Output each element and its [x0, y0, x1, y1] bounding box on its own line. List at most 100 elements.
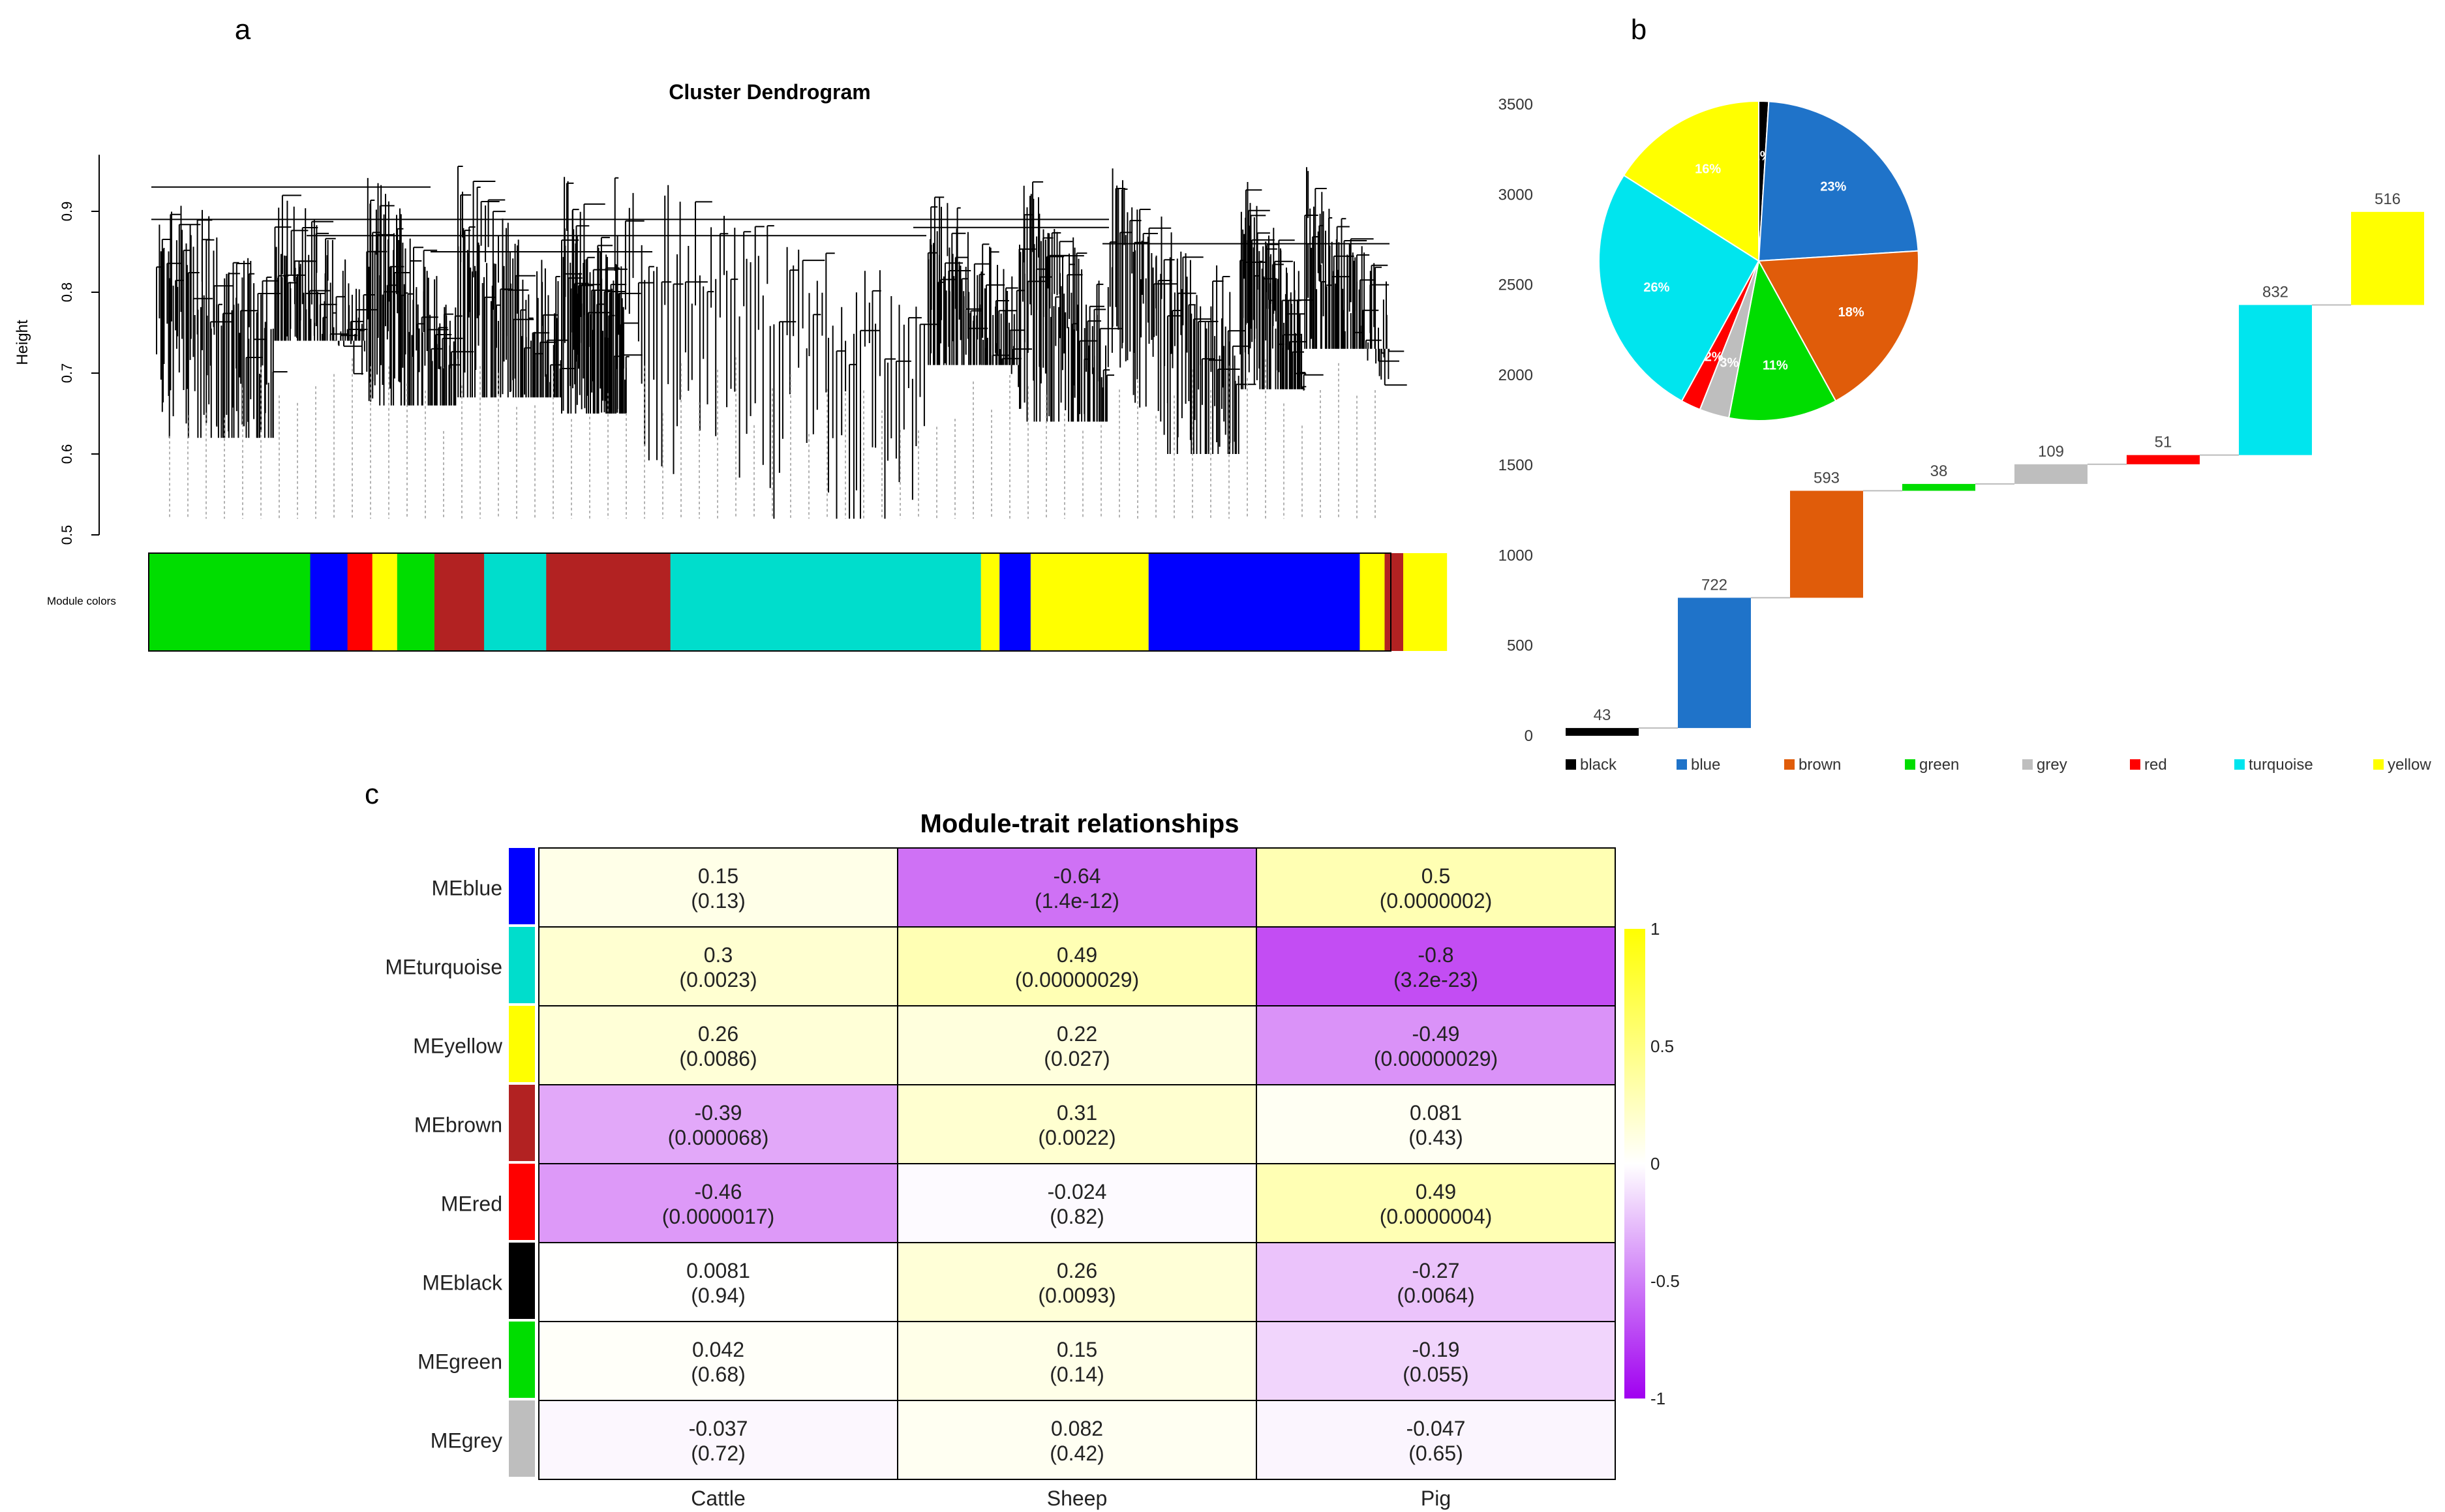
waterfall-value-label: 593	[1814, 469, 1840, 487]
module-color-segment	[1030, 553, 1149, 651]
column-label-Sheep: Sheep	[1047, 1487, 1108, 1510]
waterfall-value-label: 832	[2262, 284, 2288, 301]
heatmap-cell-pvalue: (0.14)	[1050, 1363, 1104, 1386]
heatmap-cell	[1256, 1321, 1616, 1401]
waterfall-legend: black blue brown green grey red turquoise yello…	[1566, 756, 2431, 774]
legend-label-black: black	[1580, 756, 1617, 774]
legend-swatch-brown	[1784, 759, 1795, 770]
dendrogram-y-tick-label: 0.7	[59, 363, 75, 384]
heatmap-cell	[538, 926, 898, 1006]
row-label-MEbrown: MEbrown	[414, 1113, 502, 1137]
waterfall-y-tick-label: 1500	[1498, 457, 1533, 474]
heatmap-cell-pvalue: (3.2e-23)	[1393, 968, 1478, 991]
dendrogram-leaf-lines	[169, 357, 1376, 519]
waterfall-y-tick-label: 3500	[1498, 96, 1533, 113]
color-scale-tick-label: -1	[1650, 1389, 1665, 1408]
module-color-segment	[670, 553, 982, 651]
color-scale-tick-label: 1	[1650, 919, 1660, 939]
module-color-segment	[1359, 553, 1385, 651]
pie-slice-green	[1727, 259, 1837, 421]
dendrogram-branches	[156, 166, 1407, 519]
waterfall-bar-yellow	[2351, 211, 2424, 305]
panel-label-c: c	[365, 778, 379, 810]
dendrogram-tree	[151, 166, 1407, 519]
legend-swatch-turquoise	[2234, 759, 2245, 770]
heatmap-cell-value: 0.15	[698, 864, 738, 888]
waterfall-y-tick-label: 0	[1525, 727, 1533, 745]
color-scale-tick-label: 0	[1650, 1154, 1660, 1173]
module-color-segment	[999, 553, 1031, 651]
row-color-yellow	[509, 1006, 535, 1082]
waterfall-bar-black	[1566, 728, 1639, 736]
heatmap-cell	[897, 1084, 1257, 1164]
row-label-MEblack: MEblack	[422, 1271, 503, 1295]
row-label-MEblue: MEblue	[432, 877, 503, 900]
legend-label-turquoise: turquoise	[2249, 756, 2313, 774]
pie-slice-turquoise	[1598, 174, 1760, 402]
heatmap-cell-value: 0.082	[1051, 1417, 1103, 1440]
waterfall-value-label: 43	[1594, 706, 1611, 724]
row-color-blue	[509, 848, 535, 924]
heatmap-cell-pvalue: (0.0023)	[679, 968, 757, 991]
legend-label-grey: grey	[2037, 756, 2067, 774]
heatmap-cell	[538, 1163, 898, 1243]
legend-swatch-black	[1566, 759, 1576, 770]
module-color-segment	[484, 553, 547, 651]
heatmap-cell-pvalue: (0.000068)	[668, 1126, 769, 1149]
pie-slice-brown	[1757, 250, 1919, 402]
heatmap-cell-value: 0.31	[1057, 1101, 1097, 1125]
dendrogram-y-tick-label: 0.9	[59, 202, 75, 222]
panel-label-a: a	[235, 14, 251, 46]
waterfall-bar-red	[2127, 455, 2200, 464]
heatmap-cell-value: -0.39	[695, 1101, 742, 1125]
module-color-segment	[434, 553, 485, 651]
pie-value-label: 18%	[1838, 305, 1864, 320]
module-color-segment	[372, 553, 398, 651]
legend-label-red: red	[2144, 756, 2167, 774]
heatmap-cell-pvalue: (0.00000029)	[1374, 1047, 1498, 1070]
heatmap-cell-pvalue: (0.0086)	[679, 1047, 757, 1070]
heatmap-cell-value: -0.49	[1412, 1022, 1460, 1046]
heatmap-cell-value: 0.0081	[686, 1259, 750, 1282]
row-label-MEred: MEred	[441, 1192, 502, 1216]
row-color-red	[509, 1164, 535, 1240]
heatmap-cell-pvalue: (0.13)	[691, 889, 746, 913]
heatmap-cell-pvalue: (0.055)	[1403, 1363, 1468, 1386]
dendrogram-y-tick-label: 0.8	[59, 282, 75, 303]
legend-label-brown: brown	[1799, 756, 1841, 774]
heatmap-cell-value: 0.15	[1057, 1338, 1097, 1361]
heatmap-cell-value: 0.49	[1416, 1180, 1456, 1203]
heatmap-cell-value: 0.3	[704, 943, 733, 967]
color-scale-tick-label: 0.5	[1650, 1036, 1674, 1056]
row-color-black	[509, 1243, 535, 1319]
heatmap-cell-value: 0.49	[1057, 943, 1097, 967]
heatmap-cell-pvalue: (0.94)	[691, 1284, 746, 1307]
row-label-MEgrey: MEgrey	[431, 1429, 502, 1453]
heatmap-cell-value: -0.64	[1054, 864, 1101, 888]
heatmap-cell	[897, 1005, 1257, 1085]
heatmap-cell-pvalue: (0.0022)	[1038, 1126, 1116, 1149]
waterfall-bar-grey	[2014, 464, 2088, 484]
module-color-segment	[1148, 553, 1360, 651]
waterfall-y-tick-label: 500	[1507, 637, 1533, 655]
pie-slice-blue	[1757, 100, 1919, 262]
heatmap-cell-pvalue: (0.0000017)	[662, 1205, 775, 1228]
module-color-segment	[310, 553, 348, 651]
heatmap-cell-value: -0.27	[1412, 1259, 1460, 1282]
heatmap-cell-pvalue: (0.68)	[691, 1363, 746, 1386]
heatmap-cell-pvalue: (0.72)	[691, 1442, 746, 1465]
pie-value-label: 11%	[1763, 359, 1788, 373]
legend-swatch-grey	[2022, 759, 2033, 770]
waterfall-value-label: 109	[2038, 443, 2064, 461]
color-scale-bar	[1624, 929, 1645, 1399]
panel-label-b: b	[1631, 14, 1647, 46]
module-color-segment	[1403, 553, 1448, 651]
dendrogram-y-tick-label: 0.5	[59, 525, 75, 545]
pie-value-label: 3%	[1720, 355, 1739, 370]
module-pie-chart: 1%23%18%11%3%2%26%16%	[1598, 100, 1919, 421]
heatmap-cell-value: 0.26	[1057, 1259, 1097, 1282]
row-label-MEyellow: MEyellow	[413, 1035, 503, 1058]
heatmap-cell-pvalue: (0.00000029)	[1015, 968, 1139, 991]
pie-value-label: 16%	[1695, 162, 1721, 176]
